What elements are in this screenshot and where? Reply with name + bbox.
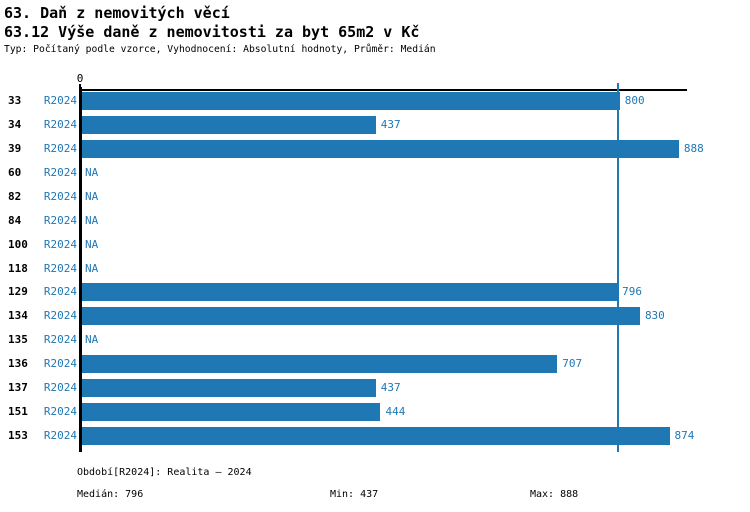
na-value-label: NA bbox=[85, 261, 99, 275]
row-series-label: R2024 bbox=[43, 357, 77, 371]
row-series-label: R2024 bbox=[43, 117, 77, 131]
na-value-label: NA bbox=[85, 237, 99, 251]
row-series-label: R2024 bbox=[43, 285, 77, 299]
value-bar bbox=[82, 92, 620, 110]
bar-value-label: 888 bbox=[683, 141, 704, 155]
row-category-label: 39 bbox=[8, 141, 22, 155]
bar-value-label: 437 bbox=[380, 117, 401, 131]
row-category-label: 135 bbox=[8, 333, 28, 347]
row-category-label: 137 bbox=[8, 381, 28, 395]
page-subtitle: 63.12 Výše daně z nemovitosti za byt 65m… bbox=[4, 23, 420, 41]
row-series-label: R2024 bbox=[43, 333, 77, 347]
row-series-label: R2024 bbox=[43, 213, 77, 227]
bar-value-label: 874 bbox=[674, 429, 695, 443]
row-category-label: 134 bbox=[8, 309, 28, 323]
row-series-label: R2024 bbox=[43, 94, 77, 107]
row-series-label: R2024 bbox=[43, 405, 77, 419]
row-category-label: 33 bbox=[8, 94, 22, 107]
bar-value-label: 707 bbox=[562, 357, 583, 371]
na-value-label: NA bbox=[85, 189, 99, 203]
page-title: 63. Daň z nemovitých věcí bbox=[4, 4, 230, 22]
row-series-label: R2024 bbox=[43, 141, 77, 155]
value-bar bbox=[82, 307, 640, 326]
median-reference-line bbox=[617, 83, 619, 452]
bar-value-label: 444 bbox=[385, 405, 406, 419]
bar-value-label: 437 bbox=[380, 381, 401, 395]
row-category-label: 60 bbox=[8, 165, 22, 179]
row-category-label: 82 bbox=[8, 189, 22, 203]
row-category-label: 136 bbox=[8, 357, 28, 371]
bar-value-label: 800 bbox=[624, 94, 645, 107]
row-category-label: 34 bbox=[8, 117, 22, 131]
bar-value-label: 796 bbox=[622, 285, 642, 299]
value-bar bbox=[82, 115, 376, 134]
na-value-label: NA bbox=[85, 213, 99, 227]
row-series-label: R2024 bbox=[43, 309, 77, 323]
row-series-label: R2024 bbox=[43, 429, 77, 443]
na-value-label: NA bbox=[85, 165, 99, 179]
row-series-label: R2024 bbox=[43, 381, 77, 395]
x-axis-line bbox=[79, 89, 687, 91]
row-category-label: 84 bbox=[8, 213, 22, 227]
row-category-label: 129 bbox=[8, 285, 28, 299]
row-category-label: 151 bbox=[8, 405, 28, 419]
x-axis-zero-label: 0 bbox=[76, 72, 84, 85]
na-value-label: NA bbox=[85, 333, 99, 347]
row-series-label: R2024 bbox=[43, 261, 77, 275]
footer-min-stat: Min: 437 bbox=[330, 489, 379, 500]
row-series-label: R2024 bbox=[43, 165, 77, 179]
value-bar bbox=[82, 379, 376, 398]
value-bar bbox=[82, 355, 558, 374]
row-series-label: R2024 bbox=[43, 237, 77, 251]
value-bar bbox=[82, 403, 381, 422]
value-bar bbox=[82, 283, 618, 302]
row-category-label: 153 bbox=[8, 429, 28, 443]
row-series-label: R2024 bbox=[43, 189, 77, 203]
row-category-label: 118 bbox=[8, 261, 28, 275]
footer-max-stat: Max: 888 bbox=[530, 489, 579, 500]
bar-value-label: 830 bbox=[644, 309, 665, 323]
footer-median-stat: Medián: 796 bbox=[77, 489, 144, 500]
footer-period: Období[R2024]: Realita – 2024 bbox=[77, 467, 252, 478]
value-bar bbox=[82, 427, 670, 446]
chart-meta-info: Typ: Počítaný podle vzorce, Vyhodnocení:… bbox=[4, 44, 436, 55]
row-category-label: 100 bbox=[8, 237, 28, 251]
y-axis-spine bbox=[79, 87, 82, 452]
value-bar bbox=[82, 139, 679, 158]
